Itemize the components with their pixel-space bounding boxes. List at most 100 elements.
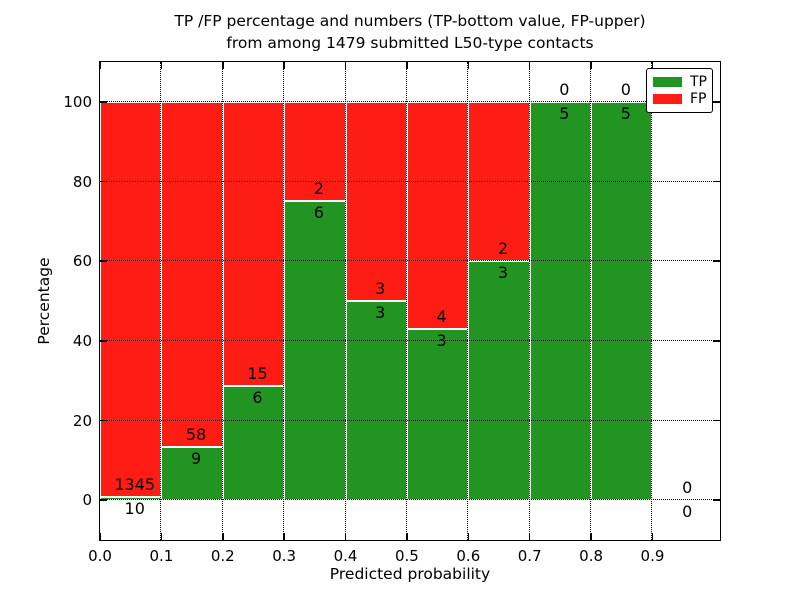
y-tick-right: [713, 260, 720, 262]
x-tick-top: [160, 62, 163, 69]
x-gridline: [590, 62, 592, 540]
fp-count-label: 3: [375, 279, 386, 298]
chart-title-line-1: TP /FP percentage and numbers (TP-bottom…: [174, 12, 646, 30]
tp-count-label: 3: [436, 331, 447, 351]
fp-bar-segment: [406, 101, 469, 330]
x-gridline: [651, 62, 653, 540]
y-gridline: [100, 180, 720, 182]
x-tick-label: 0.4: [333, 547, 358, 565]
fp-count-label: 4: [436, 307, 447, 327]
tp-bar-segment: [406, 329, 469, 501]
tp-bar-segment: [284, 201, 346, 501]
y-tick-left: [100, 340, 107, 342]
x-gridline: [160, 62, 162, 540]
y-tick-right: [713, 340, 720, 342]
y-tick-left: [100, 499, 107, 501]
fp-bar-segment: [284, 101, 346, 202]
x-gridline: [221, 62, 223, 540]
x-tick-label: 0.0: [88, 547, 112, 565]
y-tick-label: 80: [72, 172, 92, 191]
fp-bar-segment: [100, 101, 162, 498]
x-tick-top: [99, 62, 101, 69]
y-tick-right: [713, 419, 720, 422]
y-gridline: [100, 499, 720, 501]
tp-count-label: 10: [124, 499, 145, 519]
x-tick-bottom: [590, 533, 592, 540]
y-gridline: [100, 339, 720, 341]
x-tick-bottom: [344, 533, 347, 540]
tp-count-label: 6: [313, 203, 324, 223]
tp-count-label: 3: [375, 303, 386, 322]
x-gridline: [467, 62, 469, 540]
x-tick-label: 0.3: [272, 547, 297, 565]
y-tick-right: [713, 499, 720, 501]
legend-item-tp: TP: [653, 73, 707, 90]
x-gridline: [405, 62, 407, 540]
fp-count-label: 0: [682, 478, 693, 498]
x-tick-bottom: [160, 533, 163, 540]
x-tick-label: 0.6: [456, 547, 481, 565]
tp-bar-segment: [468, 261, 530, 501]
x-tick-top: [467, 62, 470, 69]
legend: TP FP: [646, 68, 713, 113]
x-tick-top: [221, 62, 224, 69]
x-tick-bottom: [467, 533, 470, 540]
x-tick-label: 0.1: [149, 547, 174, 565]
x-tick-bottom: [221, 533, 224, 540]
x-tick-top: [406, 62, 408, 69]
tp-bar-segment: [591, 101, 653, 501]
tp-count-label: 0: [682, 502, 693, 522]
chart-title: TP /FP percentage and numbers (TP-bottom…: [100, 10, 720, 54]
x-tick-label: 0.9: [640, 547, 665, 565]
legend-item-fp: FP: [653, 91, 707, 108]
x-tick-label: 0.8: [579, 547, 604, 565]
fp-bar-segment: [222, 101, 285, 387]
fp-count-label: 1345: [114, 475, 156, 495]
y-tick-right: [713, 101, 720, 103]
fp-count-label: 0: [620, 79, 631, 99]
fp-count-label: 15: [247, 364, 268, 384]
y-tick-label: 40: [72, 331, 92, 350]
x-tick-top: [528, 62, 531, 69]
tp-count-label: 5: [559, 103, 570, 123]
fp-bar-segment: [345, 101, 407, 301]
tp-count-label: 9: [190, 448, 202, 468]
x-tick-bottom: [99, 533, 101, 540]
x-tick-label: 0.2: [210, 547, 235, 565]
x-tick-bottom: [283, 533, 285, 540]
x-tick-bottom: [528, 533, 531, 540]
tp-bar-segment: [345, 301, 407, 501]
y-tick-label: 100: [63, 92, 92, 111]
fp-count-label: 58: [185, 424, 207, 444]
x-tick-top: [344, 62, 347, 69]
y-tick-right: [713, 180, 720, 183]
tp-count-label: 3: [497, 263, 509, 283]
x-tick-label: 0.7: [517, 547, 542, 565]
x-gridline: [283, 62, 285, 540]
y-tick-left: [100, 419, 107, 422]
fp-legend-swatch-icon: [653, 94, 682, 105]
y-tick-label: 20: [72, 411, 92, 430]
x-tick-top: [283, 62, 285, 69]
x-tick-bottom: [406, 533, 408, 540]
y-tick-left: [100, 180, 107, 183]
x-tick-top: [590, 62, 592, 69]
fp-count-label: 2: [313, 179, 324, 199]
y-tick-left: [100, 101, 107, 103]
fp-count-label: 2: [497, 239, 509, 259]
y-gridline: [100, 100, 720, 102]
x-tick-bottom: [651, 533, 654, 540]
chart-title-line-2: from among 1479 submitted L50-type conta…: [226, 34, 594, 52]
x-gridline: [344, 62, 346, 540]
y-gridline: [100, 260, 720, 262]
y-tick-label: 0: [82, 491, 92, 510]
legend-item-tp-label: TP: [690, 73, 707, 90]
legend-item-fp-label: FP: [690, 91, 707, 108]
y-tick-left: [100, 260, 107, 262]
tp-count-label: 5: [620, 103, 631, 123]
y-gridline: [100, 419, 720, 421]
tp-legend-swatch-icon: [653, 76, 682, 87]
fp-count-label: 0: [559, 79, 570, 99]
fp-bar-segment: [161, 101, 223, 447]
